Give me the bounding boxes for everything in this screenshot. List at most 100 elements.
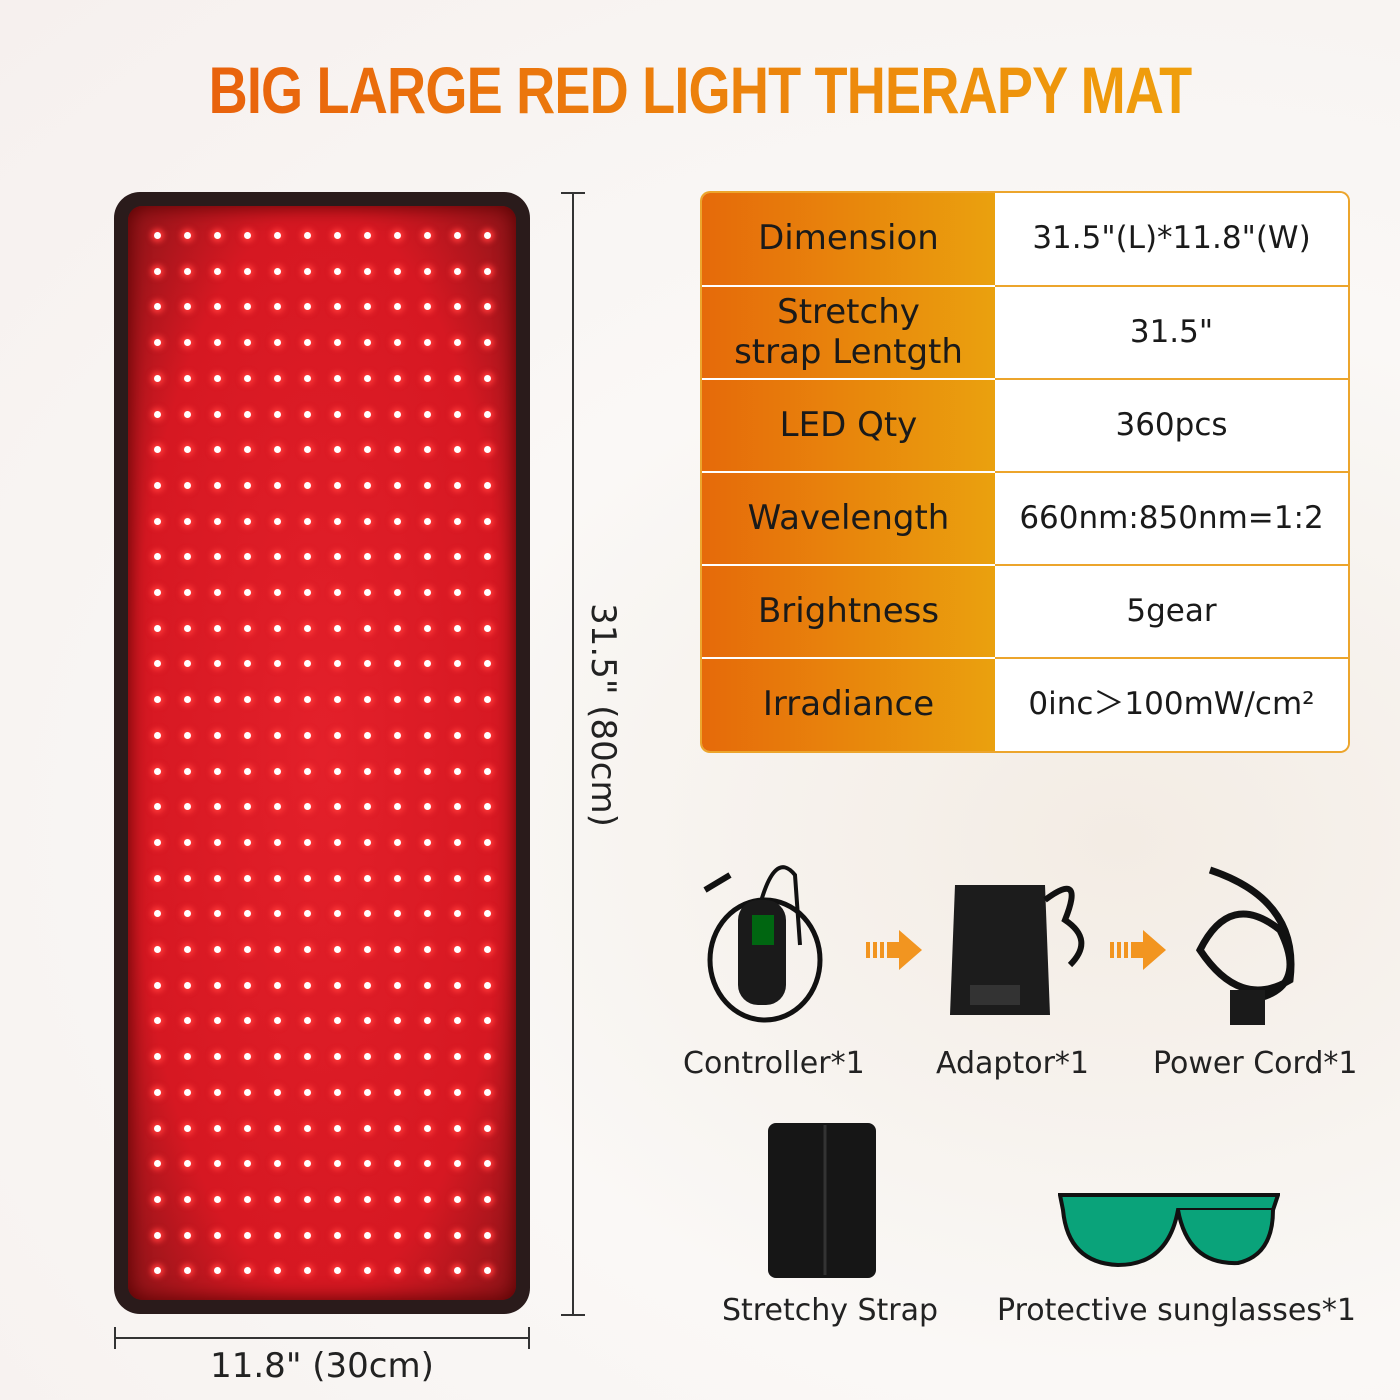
page-title: BIG LARGE RED LIGHT THERAPY MAT — [126, 52, 1274, 128]
led-dot — [274, 481, 281, 489]
led-dot — [334, 1017, 341, 1025]
led-dot — [214, 1267, 221, 1275]
led-dot — [304, 874, 311, 882]
dimension-cap — [561, 1314, 585, 1316]
led-dot — [484, 1231, 491, 1239]
led-dot — [484, 446, 491, 454]
led-dot — [244, 946, 251, 953]
led-dot — [214, 339, 221, 347]
led-dot — [424, 232, 431, 239]
led-dot — [214, 553, 221, 561]
power-cord-image — [1195, 866, 1295, 1025]
spec-key: LED Qty — [702, 379, 995, 473]
led-dot — [484, 767, 491, 775]
led-dot — [454, 696, 461, 704]
led-dot — [244, 803, 251, 811]
led-dot — [304, 838, 311, 846]
led-dot — [244, 767, 251, 775]
spec-row: Stretchy strap Lentgth 31.5" — [702, 286, 1348, 380]
led-dot — [364, 1053, 371, 1061]
led-dot — [244, 481, 251, 489]
led-dot — [214, 1231, 221, 1239]
led-dot — [364, 446, 371, 454]
led-dot — [484, 696, 491, 704]
led-dot — [394, 660, 401, 668]
led-dot — [154, 1267, 161, 1275]
led-dot — [154, 874, 161, 882]
led-dot — [364, 660, 371, 668]
led-dot — [334, 838, 341, 846]
led-dot — [364, 731, 371, 739]
spec-key: Dimension — [702, 193, 995, 287]
led-dot — [304, 1088, 311, 1096]
led-dot — [454, 303, 461, 311]
led-dot — [214, 767, 221, 775]
led-dot — [214, 232, 221, 239]
led-dot — [184, 589, 191, 596]
led-dot — [484, 1088, 491, 1096]
led-dot — [184, 1267, 191, 1275]
led-dot — [364, 981, 371, 989]
led-dot — [184, 624, 191, 632]
led-dot — [274, 731, 281, 739]
led-dot — [454, 731, 461, 739]
led-dot — [184, 1017, 191, 1025]
led-dot — [484, 589, 491, 596]
led-dot — [424, 946, 431, 953]
led-dot — [484, 374, 491, 382]
led-dot — [454, 910, 461, 918]
led-dot — [394, 232, 401, 239]
led-dot — [154, 1053, 161, 1061]
led-dot — [214, 517, 221, 525]
led-dot — [334, 874, 341, 882]
led-dot — [274, 232, 281, 239]
led-dot — [424, 1017, 431, 1025]
led-dot — [454, 1267, 461, 1275]
led-dot — [334, 767, 341, 775]
led-dot — [424, 660, 431, 668]
led-dot — [364, 910, 371, 918]
led-dot — [334, 803, 341, 811]
led-dot — [244, 374, 251, 382]
led-dot — [454, 1053, 461, 1061]
led-dot — [304, 446, 311, 454]
led-dot — [454, 1231, 461, 1239]
led-dot — [274, 374, 281, 382]
led-dot — [484, 267, 491, 275]
accessory-label: Controller*1 — [683, 1046, 865, 1081]
width-dimension-line — [114, 1337, 530, 1339]
led-dot — [154, 446, 161, 454]
led-dot — [364, 374, 371, 382]
led-dot — [274, 303, 281, 311]
led-dot — [424, 1088, 431, 1096]
led-dot — [334, 589, 341, 596]
spec-key: Brightness — [702, 565, 995, 659]
red-light-mat-image — [114, 192, 530, 1314]
led-dot — [304, 624, 311, 632]
led-dot — [214, 946, 221, 953]
adaptor-image — [950, 885, 1085, 1015]
led-dot — [184, 803, 191, 811]
led-dot — [334, 1088, 341, 1096]
led-dot — [304, 1267, 311, 1275]
led-dot — [394, 481, 401, 489]
led-dot — [334, 553, 341, 561]
led-dot — [454, 446, 461, 454]
led-dot — [244, 696, 251, 704]
spec-row: Irradiance 0inc＞100mW/cm² — [702, 658, 1348, 751]
led-dot — [424, 874, 431, 882]
led-dot — [334, 696, 341, 704]
led-dot — [484, 1160, 491, 1168]
led-dot — [214, 660, 221, 668]
led-dot — [364, 1124, 371, 1132]
spec-row: Dimension 31.5"(L)*11.8"(W) — [702, 193, 1348, 287]
led-dot — [184, 267, 191, 275]
led-dot — [154, 374, 161, 382]
spec-key: Wavelength — [702, 472, 995, 566]
led-dot — [394, 339, 401, 347]
led-dot — [304, 1017, 311, 1025]
led-dot — [424, 1195, 431, 1203]
led-dot — [244, 517, 251, 525]
led-dot — [184, 696, 191, 704]
led-dot — [394, 410, 401, 418]
